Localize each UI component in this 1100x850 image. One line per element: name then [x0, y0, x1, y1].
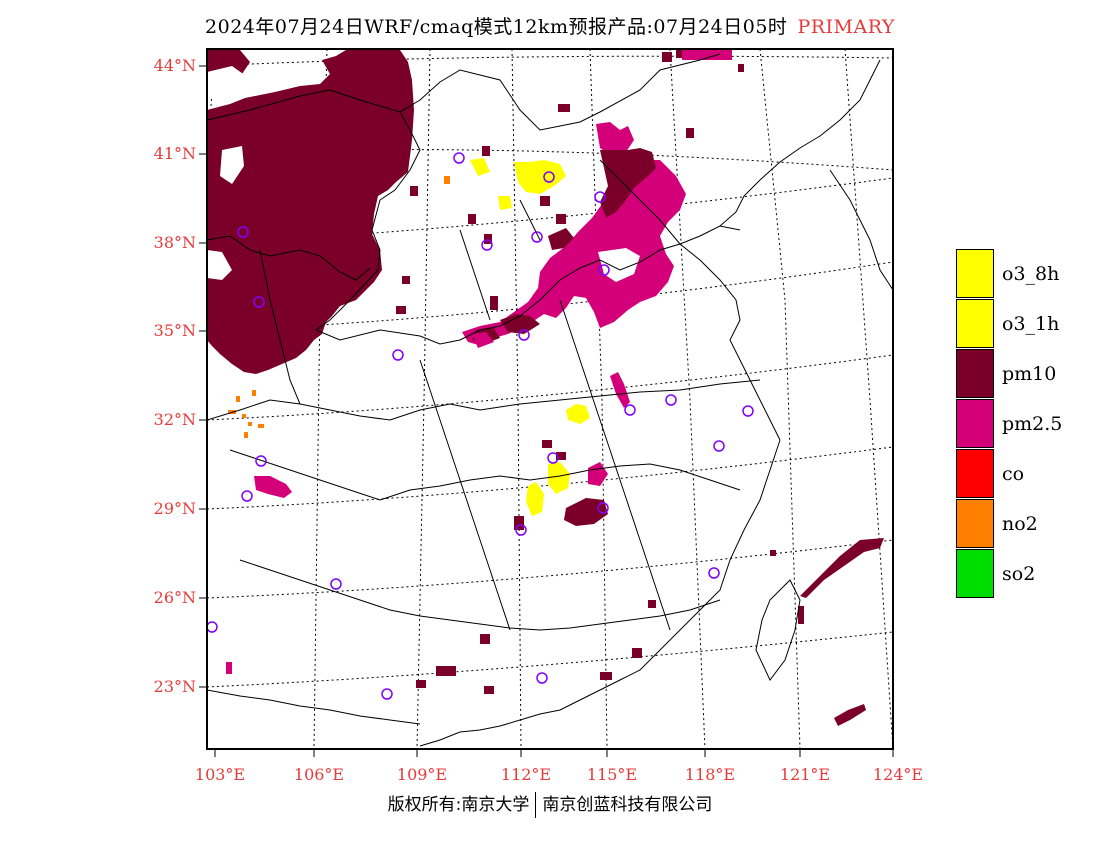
pm25-region-north: [462, 122, 686, 346]
lat-label: 32°N: [153, 410, 196, 429]
station-marker: [453, 152, 465, 164]
station-marker: [665, 394, 677, 406]
boundaries: [207, 53, 893, 747]
station-marker: [543, 171, 555, 183]
title-text: 2024年07月24日WRF/cmaq模式12km预报产品:07月24日05时: [205, 16, 788, 38]
pm10-region-north: [472, 148, 656, 344]
ozone-regions: [470, 158, 590, 516]
copyright-footer: 版权所有:南京大学 南京创蓝科技有限公司: [0, 790, 1100, 818]
legend-label: no2: [1002, 513, 1038, 535]
lat-label: 44°N: [153, 56, 196, 75]
lon-label: 124°E: [872, 765, 924, 784]
station-marker: [481, 239, 493, 251]
station-marker: [518, 329, 530, 341]
station-marker: [597, 502, 609, 514]
lon-label: 106°E: [293, 765, 345, 784]
lat-label: 35°N: [153, 321, 196, 340]
station-marker: [713, 440, 725, 452]
map-title: 2024年07月24日WRF/cmaq模式12km预报产品:07月24日05时 P…: [0, 12, 1100, 39]
axis-ticks: [199, 65, 894, 757]
legend-label: pm2.5: [1002, 413, 1063, 435]
station-marker: [547, 452, 559, 464]
legend-label: o3_1h: [1002, 313, 1060, 335]
station-marker: [531, 231, 543, 243]
lat-label: 29°N: [153, 499, 196, 518]
copyright-left: 版权所有:南京大学: [387, 795, 530, 815]
lon-label: 121°E: [779, 765, 831, 784]
station-marker: [930, 90, 940, 100]
legend-swatch: [956, 299, 994, 348]
station-marker: [381, 688, 393, 700]
legend-label: so2: [1002, 563, 1036, 585]
lat-label: 26°N: [153, 588, 196, 607]
legend-label: o3_8h: [1002, 263, 1060, 285]
station-marker: [536, 672, 548, 684]
footer-divider: [535, 792, 537, 818]
station-marker: [594, 191, 606, 203]
station-marker: [253, 296, 265, 308]
station-markers: [207, 90, 940, 700]
lon-label: 109°E: [396, 765, 448, 784]
legend-label: pm10: [1002, 363, 1057, 385]
station-marker: [237, 226, 249, 238]
station-marker: [241, 490, 253, 502]
station-marker: [392, 349, 404, 361]
lat-label: 41°N: [153, 144, 196, 163]
station-marker: [624, 404, 636, 416]
lat-label: 23°N: [153, 677, 196, 696]
pm25-scattered: [226, 49, 732, 674]
legend-swatch: [956, 349, 994, 398]
legend-label: co: [1002, 463, 1025, 485]
lon-label: 118°E: [684, 765, 736, 784]
station-marker: [742, 405, 754, 417]
legend-swatch: [956, 249, 994, 298]
station-marker: [708, 567, 720, 579]
legend-swatch: [956, 499, 994, 548]
legend-swatch: [956, 549, 994, 598]
map-frame: [206, 48, 894, 750]
station-marker: [255, 455, 267, 467]
copyright-right: 南京创蓝科技有限公司: [542, 795, 713, 815]
station-marker: [207, 621, 218, 633]
lon-label: 112°E: [500, 765, 552, 784]
lon-label: 115°E: [586, 765, 638, 784]
station-marker: [598, 264, 610, 276]
primary-label: PRIMARY: [797, 16, 895, 38]
lon-label: 103°E: [194, 765, 246, 784]
station-marker: [330, 578, 342, 590]
legend-swatch: [956, 399, 994, 448]
lat-label: 38°N: [153, 233, 196, 252]
legend-swatch: [956, 449, 994, 498]
station-marker: [515, 524, 527, 536]
